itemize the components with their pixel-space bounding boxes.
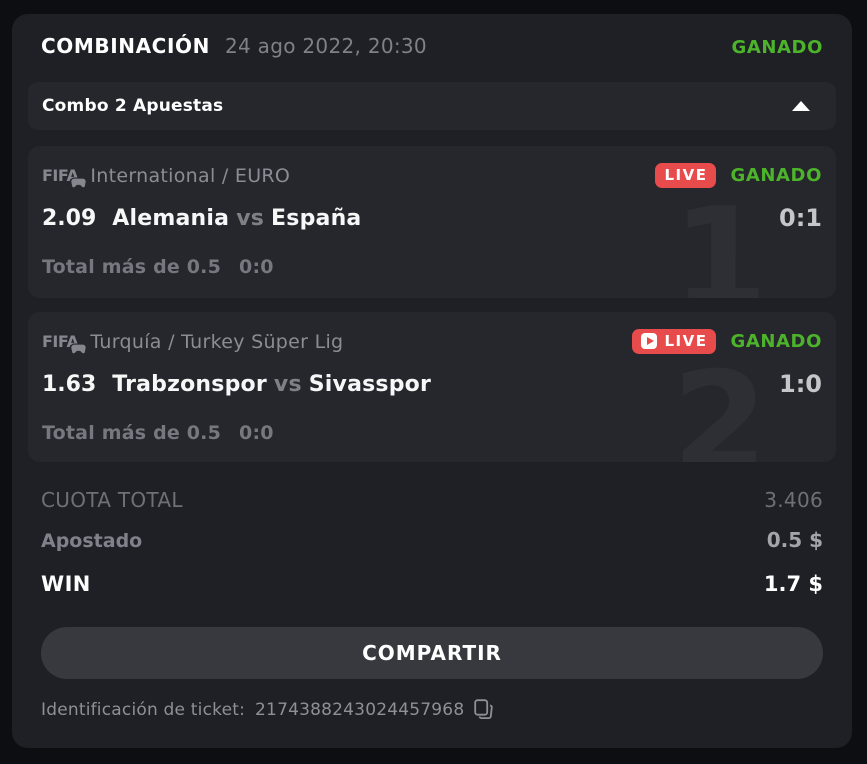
share-button[interactable]: COMPARTIR — [41, 627, 823, 679]
win-label: WIN — [41, 572, 91, 596]
match-teams: Alemania vs España — [112, 206, 361, 231]
total-odds-label: CUOTA TOTAL — [41, 488, 183, 512]
league-row: FIFA International / EURO LIVE GANADO — [42, 163, 822, 189]
market-name: Total más de 0.5 — [42, 422, 222, 444]
live-badge: LIVE — [655, 163, 717, 188]
bet-card-2: 2 FIFA Turquía / Turkey Süper Lig LIVE G… — [28, 312, 836, 462]
vs-separator: vs — [236, 205, 265, 231]
ticket-type-title: COMBINACIÓN — [41, 34, 210, 58]
league-name: International / EURO — [90, 164, 291, 187]
gamepad-icon — [70, 177, 88, 189]
market-row: Total más de 0.5 0:0 — [42, 422, 822, 444]
bet-index-watermark: 2 — [671, 342, 768, 463]
stake-label: Apostado — [41, 530, 143, 552]
match-teams: Trabzonspor vs Sivasspor — [112, 372, 431, 397]
ticket-header: COMBINACIÓN 24 ago 2022, 20:30 GANADO — [28, 34, 836, 58]
league-name: Turquía / Turkey Süper Lig — [90, 330, 344, 353]
ticket-date: 24 ago 2022, 20:30 — [224, 34, 427, 58]
ticket-id-value: 2174388243024457968 — [255, 699, 465, 720]
win-row: WIN 1.7 $ — [41, 572, 823, 596]
combo-label: Combo 2 Apuestas — [42, 96, 224, 116]
match-row: 2.09 Alemania vs España 0:1 — [42, 204, 822, 232]
market-name: Total más de 0.5 — [42, 256, 222, 278]
home-team: Alemania — [112, 205, 230, 231]
ticket-status-badge: GANADO — [731, 37, 823, 58]
home-team: Trabzonspor — [112, 371, 267, 397]
bet-card-1: 1 FIFA International / EURO LIVE GANADO … — [28, 146, 836, 298]
match-score: 1:0 — [779, 370, 822, 398]
chevron-up-icon[interactable] — [792, 101, 810, 111]
fifa-esports-icon: FIFA — [42, 332, 88, 355]
market-score: 0:0 — [239, 256, 274, 278]
bet-odds: 2.09 — [42, 205, 97, 231]
play-icon — [641, 333, 658, 349]
bet-ticket-card: COMBINACIÓN 24 ago 2022, 20:30 GANADO Co… — [12, 14, 852, 748]
stake-row: Apostado 0.5 $ — [41, 528, 823, 552]
away-team: España — [271, 205, 362, 231]
vs-separator: vs — [273, 371, 302, 397]
win-value: 1.7 $ — [763, 572, 823, 596]
league-row: FIFA Turquía / Turkey Süper Lig LIVE GAN… — [42, 329, 822, 355]
match-score: 0:1 — [779, 204, 822, 232]
copy-icon[interactable] — [474, 699, 494, 720]
away-team: Sivasspor — [308, 371, 432, 397]
total-odds-row: CUOTA TOTAL 3.406 — [41, 488, 823, 512]
market-score: 0:0 — [239, 422, 274, 444]
total-odds-value: 3.406 — [764, 488, 823, 512]
ticket-id-label: Identificación de ticket: — [41, 699, 246, 720]
live-stream-badge: LIVE — [632, 329, 717, 354]
fifa-esports-icon: FIFA — [42, 166, 88, 189]
stake-value: 0.5 $ — [766, 528, 823, 552]
gamepad-icon — [70, 343, 88, 355]
ticket-id-row: Identificación de ticket: 21743882430244… — [41, 699, 823, 720]
combo-collapse-bar[interactable]: Combo 2 Apuestas — [28, 82, 836, 130]
bet-status-badge: GANADO — [730, 165, 822, 186]
bet-status-badge: GANADO — [730, 331, 822, 352]
bet-odds: 1.63 — [42, 371, 97, 397]
bet-index-watermark: 1 — [671, 178, 768, 299]
totals-section: CUOTA TOTAL 3.406 Apostado 0.5 $ WIN 1.7… — [28, 488, 836, 596]
match-row: 1.63 Trabzonspor vs Sivasspor 1:0 — [42, 370, 822, 398]
market-row: Total más de 0.5 0:0 — [42, 256, 822, 278]
